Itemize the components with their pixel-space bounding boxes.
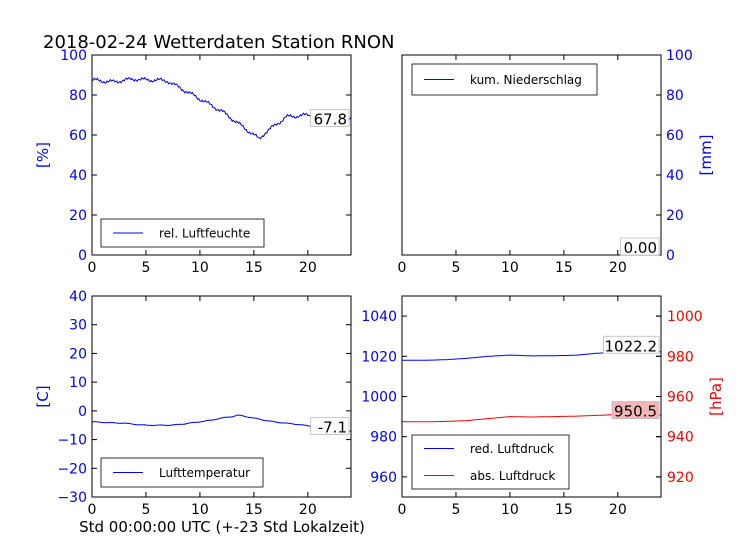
y-right-tick-label: 980 bbox=[667, 349, 694, 365]
y-tick-label: 0 bbox=[666, 248, 675, 264]
panel-2: 0 5 10 15 20 0 20 40 60 80 100 [mm] 0.00 kum. Nieders… bbox=[398, 48, 715, 276]
x-tick-label: 10 bbox=[191, 502, 209, 518]
x-tick-label: 15 bbox=[555, 260, 573, 276]
x-tick-label: 15 bbox=[245, 260, 263, 276]
y-tick-label: 20 bbox=[69, 346, 87, 362]
y-tick-label: 40 bbox=[666, 168, 684, 184]
x-tick-label: 5 bbox=[141, 502, 150, 518]
value-label: 1022.2 bbox=[605, 337, 658, 355]
panel-3: 0 5 10 15 20 −30 −20 −10 0 10 20 30 40 [C] -7.1 Lufttem… bbox=[34, 289, 352, 518]
y-tick-label: 0 bbox=[78, 248, 87, 264]
y-tick-label: 80 bbox=[69, 88, 87, 104]
y-tick-label: 960 bbox=[370, 470, 397, 486]
y-tick-label: −10 bbox=[57, 433, 87, 449]
x-tick-label: 20 bbox=[299, 260, 317, 276]
y-tick-label: 1040 bbox=[361, 309, 397, 325]
x-axis-label: Std 00:00:00 UTC (+-23 Std Lokalzeit) bbox=[79, 518, 365, 536]
x-tick-label: 10 bbox=[191, 260, 209, 276]
x-tick-label: 5 bbox=[141, 260, 150, 276]
y-tick-label: 40 bbox=[69, 168, 87, 184]
value-label-box bbox=[603, 335, 660, 354]
y-tick-label: −20 bbox=[57, 461, 87, 477]
x-tick-label: 20 bbox=[609, 260, 627, 276]
plot-frame-2 bbox=[401, 54, 662, 256]
y-tick-label: 100 bbox=[666, 48, 693, 64]
panel-4: 0 5 10 15 20 960 980 1000 1020 1040 920 940 960 980 10… bbox=[361, 295, 725, 518]
legend-box-4 bbox=[411, 434, 570, 490]
x-tick-label: 15 bbox=[245, 502, 263, 518]
last-value-label: 0.00 bbox=[624, 239, 657, 257]
x-tick-label: 10 bbox=[501, 502, 519, 518]
legend-label: red. Luftdruck bbox=[470, 442, 554, 456]
y-tick-label: −30 bbox=[57, 490, 87, 506]
y-tick-label: 60 bbox=[666, 128, 684, 144]
legend-label: kum. Niederschlag bbox=[470, 73, 582, 87]
x-tick-label: 15 bbox=[555, 502, 573, 518]
x-tick-label: 5 bbox=[451, 502, 460, 518]
last-value-label-box bbox=[620, 237, 660, 256]
y-tick-label: 10 bbox=[69, 375, 87, 391]
series-line-3-1 bbox=[91, 414, 352, 432]
series-line-1-1 bbox=[91, 76, 352, 140]
y-right-tick-label: 960 bbox=[667, 390, 694, 406]
legend-label: rel. Luftfeuchte bbox=[159, 227, 250, 241]
y-right-tick-label: 920 bbox=[667, 470, 694, 486]
plot-frame-1 bbox=[91, 54, 352, 256]
last-value-label-box bbox=[310, 109, 350, 127]
x-tick-label: 0 bbox=[398, 502, 407, 518]
x-tick-label: 0 bbox=[88, 260, 97, 276]
plot-frame-3 bbox=[91, 295, 352, 498]
x-tick-label: 0 bbox=[88, 502, 97, 518]
y-right-tick-label: 1000 bbox=[667, 309, 703, 325]
y-tick-label: 30 bbox=[69, 318, 87, 334]
y-tick-label: 20 bbox=[666, 208, 684, 224]
last-value-label-box bbox=[310, 417, 350, 435]
y-tick-label: 20 bbox=[69, 208, 87, 224]
legend-label: Lufttemperatur bbox=[159, 466, 250, 480]
y-tick-label: 0 bbox=[78, 404, 87, 420]
y-axis-label: [mm] bbox=[697, 135, 715, 176]
y-tick-label: 40 bbox=[69, 289, 87, 305]
x-tick-label: 20 bbox=[609, 502, 627, 518]
legend-label: abs. Luftdruck bbox=[470, 469, 555, 483]
panel-1: 0 5 10 15 20 0 20 40 60 80 100 [%] 67.8 rel. Luftfeuc… bbox=[34, 48, 352, 276]
y-tick-label: 1020 bbox=[361, 349, 397, 365]
y-right-tick-label: 940 bbox=[667, 430, 694, 446]
x-tick-label: 20 bbox=[299, 502, 317, 518]
value-label: 950.5 bbox=[614, 403, 657, 421]
y-axis-label: [%] bbox=[34, 142, 52, 168]
y-tick-label: 980 bbox=[370, 430, 397, 446]
figure-title: 2018-02-24 Wetterdaten Station RNON bbox=[43, 32, 394, 53]
last-value-label: -7.1 bbox=[318, 419, 347, 437]
y-tick-label: 80 bbox=[666, 88, 684, 104]
x-tick-label: 0 bbox=[398, 260, 407, 276]
y-tick-label: 1000 bbox=[361, 390, 397, 406]
y-axis-label: [C] bbox=[34, 385, 52, 407]
value-label-box bbox=[611, 401, 660, 419]
y-tick-label: 60 bbox=[69, 128, 87, 144]
x-tick-label: 5 bbox=[451, 260, 460, 276]
y-tick-label: 100 bbox=[60, 48, 87, 64]
last-value-label: 67.8 bbox=[314, 110, 347, 128]
y-right-axis-label: [hPa] bbox=[707, 377, 725, 416]
x-tick-label: 10 bbox=[501, 260, 519, 276]
